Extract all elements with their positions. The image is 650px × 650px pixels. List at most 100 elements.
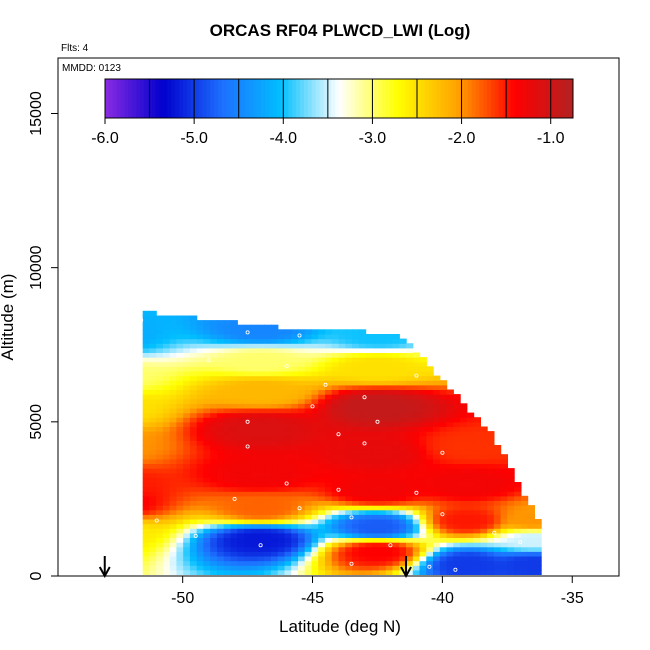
heatmap-cell [216, 403, 225, 409]
heatmap-cell [534, 542, 542, 548]
heatmap-cell [277, 556, 286, 562]
heatmap-cell [176, 505, 184, 511]
heatmap-cell [149, 389, 157, 395]
heatmap-cell [433, 375, 441, 381]
heatmap-cell [412, 542, 421, 548]
heatmap-cell [223, 537, 232, 543]
heatmap-cell [345, 347, 353, 353]
heatmap-cell [304, 334, 313, 340]
heatmap-cell [189, 334, 198, 340]
heatmap-cell [223, 551, 232, 557]
heatmap-cell [446, 449, 454, 455]
heatmap-cell [412, 565, 421, 571]
sample-point [518, 540, 523, 545]
sample-point [232, 496, 237, 501]
heatmap-cell [385, 472, 394, 478]
heatmap-cell [331, 468, 340, 474]
heatmap-cell [156, 338, 164, 344]
heatmap-cell [230, 509, 238, 515]
heatmap-cell [169, 412, 178, 418]
heatmap-cell [352, 569, 360, 575]
heatmap-cell [507, 556, 515, 562]
heatmap-cell [433, 528, 441, 534]
heatmap-cell [216, 343, 225, 349]
heatmap-cell [183, 320, 191, 326]
heatmap-cell [257, 565, 265, 571]
heatmap-cell [250, 445, 259, 451]
heatmap-cell [169, 421, 178, 427]
heatmap-cell [460, 426, 468, 432]
heatmap-cell [162, 375, 171, 381]
heatmap-cell [176, 431, 184, 437]
heatmap-cell [271, 329, 279, 335]
heatmap-cell [345, 560, 353, 566]
heatmap-cell [412, 509, 421, 515]
heatmap-cell [216, 324, 225, 330]
heatmap-cell [520, 556, 529, 562]
heatmap-cell [399, 537, 407, 543]
heatmap-cell [237, 472, 245, 478]
heatmap-cell [149, 505, 157, 511]
heatmap-cell [318, 417, 326, 423]
heatmap-cell [169, 431, 178, 437]
heatmap-cell [311, 486, 319, 492]
heatmap-cell [385, 403, 394, 409]
heatmap-cell [203, 347, 211, 353]
heatmap-cell [352, 361, 360, 367]
heatmap-cell [237, 380, 245, 386]
sample-point [193, 533, 198, 538]
heatmap-cell [372, 505, 380, 511]
heatmap-cell [365, 440, 373, 446]
heatmap-cell [439, 454, 448, 460]
heatmap-cell [189, 486, 198, 492]
heatmap-cell [149, 491, 157, 497]
heatmap-cell [460, 454, 468, 460]
heatmap-cell [250, 329, 259, 335]
heatmap-cell [142, 556, 151, 562]
heatmap-cell [365, 458, 373, 464]
heatmap-cell [466, 546, 475, 552]
heatmap-cell [304, 329, 313, 335]
heatmap-cell [311, 334, 319, 340]
heatmap-cell [379, 556, 387, 562]
heatmap-cell [318, 371, 326, 377]
heatmap-cell [216, 334, 225, 340]
heatmap-cell [419, 569, 427, 575]
sample-point [284, 364, 289, 369]
heatmap-cell [473, 468, 481, 474]
heatmap-cell [284, 384, 292, 390]
heatmap-cell [176, 514, 184, 520]
heatmap-cell [372, 408, 380, 414]
heatmap-cell [439, 569, 448, 575]
colorbar-swatch [241, 79, 246, 118]
heatmap-cell [325, 523, 333, 529]
heatmap-cell [473, 556, 481, 562]
heatmap-cell [237, 394, 245, 400]
heatmap-cell [291, 472, 299, 478]
heatmap-cell [507, 472, 515, 478]
heatmap-cell [264, 389, 272, 395]
heatmap-cell [189, 320, 198, 326]
heatmap-cell [406, 431, 414, 437]
heatmap-cell [345, 454, 353, 460]
heatmap-cell [331, 523, 340, 529]
heatmap-cell [379, 357, 387, 363]
heatmap-cell [257, 458, 265, 464]
colorbar: -6.0 -5.0 -4.0 -3.0 -2.0 -1.0 [91, 78, 574, 147]
heatmap-cell [426, 440, 434, 446]
heatmap-cell [460, 463, 468, 469]
heatmap-cell [399, 556, 407, 562]
heatmap-cell [406, 408, 414, 414]
heatmap-cell [210, 426, 218, 432]
heatmap-cell [433, 569, 441, 575]
heatmap-cell [216, 394, 225, 400]
heatmap-cell [372, 352, 380, 358]
heatmap-cell [352, 366, 360, 372]
heatmap-cell [216, 431, 225, 437]
heatmap-cell [331, 454, 340, 460]
heatmap-cell [203, 505, 211, 511]
heatmap-cell [230, 569, 238, 575]
heatmap-cell [223, 532, 232, 538]
heatmap-cell [162, 357, 171, 363]
heatmap-cell [338, 408, 346, 414]
